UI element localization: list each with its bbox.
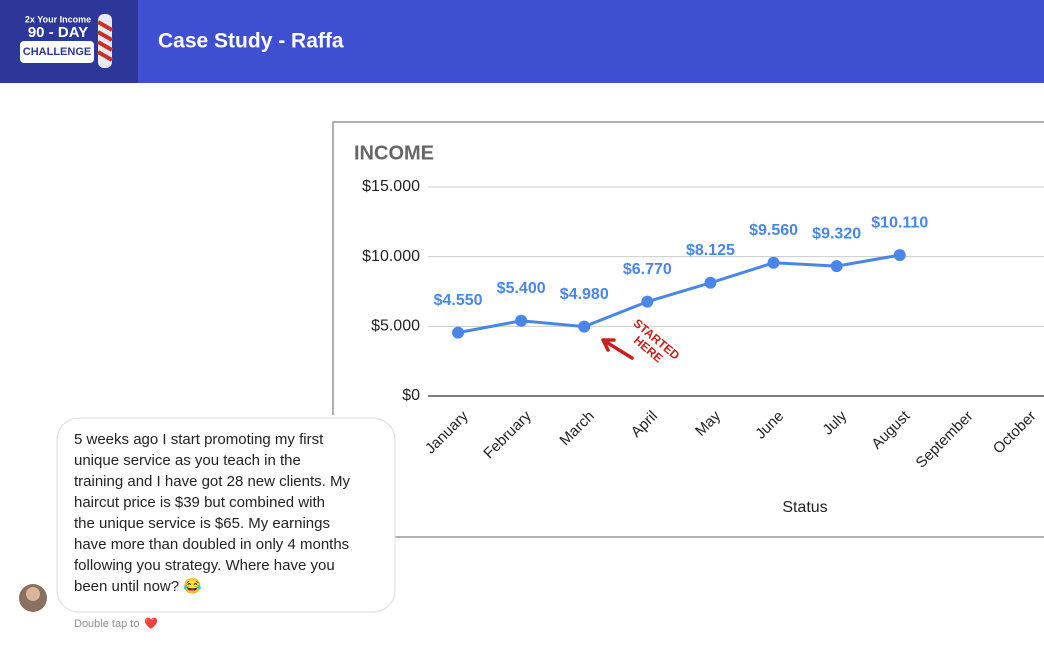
y-tick-label: $5.000	[371, 318, 420, 335]
point	[893, 249, 906, 262]
point	[578, 320, 591, 333]
data-label: $9.320	[812, 225, 861, 242]
x-tick-label: January	[422, 407, 472, 457]
x-tick-label: June	[752, 408, 787, 443]
x-tick-label: October	[990, 408, 1040, 458]
message-line: unique service as you teach in the	[74, 452, 301, 469]
header-bar	[0, 0, 1044, 83]
annotation: STARTED HERE	[631, 316, 683, 365]
logo-text: 90 - DAY	[28, 24, 88, 41]
x-axis-label: Status	[782, 499, 827, 516]
point	[767, 256, 780, 269]
x-tick-label: May	[692, 407, 724, 439]
page-title: Case Study - Raffa	[158, 30, 344, 53]
y-tick-label: $0	[402, 387, 420, 404]
logo-stripes	[97, 20, 113, 62]
logo-badge	[20, 41, 94, 63]
point	[704, 276, 717, 289]
message-line: haircut price is $39 but combined with	[74, 494, 325, 511]
message-bubble	[56, 417, 396, 613]
x-tick-label: April	[628, 408, 661, 441]
logo-text: CHALLENGE	[23, 46, 91, 58]
avatar-face	[26, 587, 40, 601]
point	[641, 295, 654, 308]
y-tick-label: $15.000	[362, 178, 420, 195]
y-tick-label: $10.000	[362, 248, 420, 265]
line	[457, 253, 901, 335]
data-label: $4.550	[434, 292, 483, 309]
message-line: been until now? 😂	[74, 577, 202, 595]
chart-title: INCOME	[354, 142, 434, 164]
chart: $0 $5.000 $10.000 $15.000 January February Mar…	[362, 178, 1044, 472]
data-label: $9.560	[749, 222, 798, 239]
data-label: $8.125	[686, 242, 735, 259]
message-line: 5 weeks ago I start promoting my first	[74, 431, 324, 448]
logo-text: 2x Your Income	[25, 14, 91, 24]
message-line: following you strategy. Where have you	[74, 557, 335, 574]
point	[452, 326, 465, 339]
data-label: $10.110	[871, 214, 928, 231]
x-tick-label: September	[913, 408, 977, 472]
x-tick-label: March	[556, 408, 597, 449]
chart-frame	[332, 121, 1044, 415]
message-text: 5 weeks ago I start promoting my first un…	[74, 431, 350, 595]
message-footer: Double tap to	[74, 618, 139, 630]
point	[830, 260, 843, 273]
x-tick-label: August	[868, 407, 914, 453]
annotation-arrow	[601, 338, 634, 360]
x-tick-label: July	[819, 407, 850, 438]
message-line: training and I have got 28 new clients. …	[74, 473, 350, 490]
message-line: have more than doubled in only 4 months	[74, 536, 349, 553]
data-label: $5.400	[497, 280, 546, 297]
data-label: $4.980	[560, 286, 609, 303]
message-line: the unique service is $65. My earnings	[74, 515, 330, 532]
x-tick-label: February	[480, 407, 535, 462]
heart-icon[interactable]: ❤️	[144, 617, 158, 630]
data-label: $6.770	[623, 261, 672, 278]
point	[515, 314, 528, 327]
